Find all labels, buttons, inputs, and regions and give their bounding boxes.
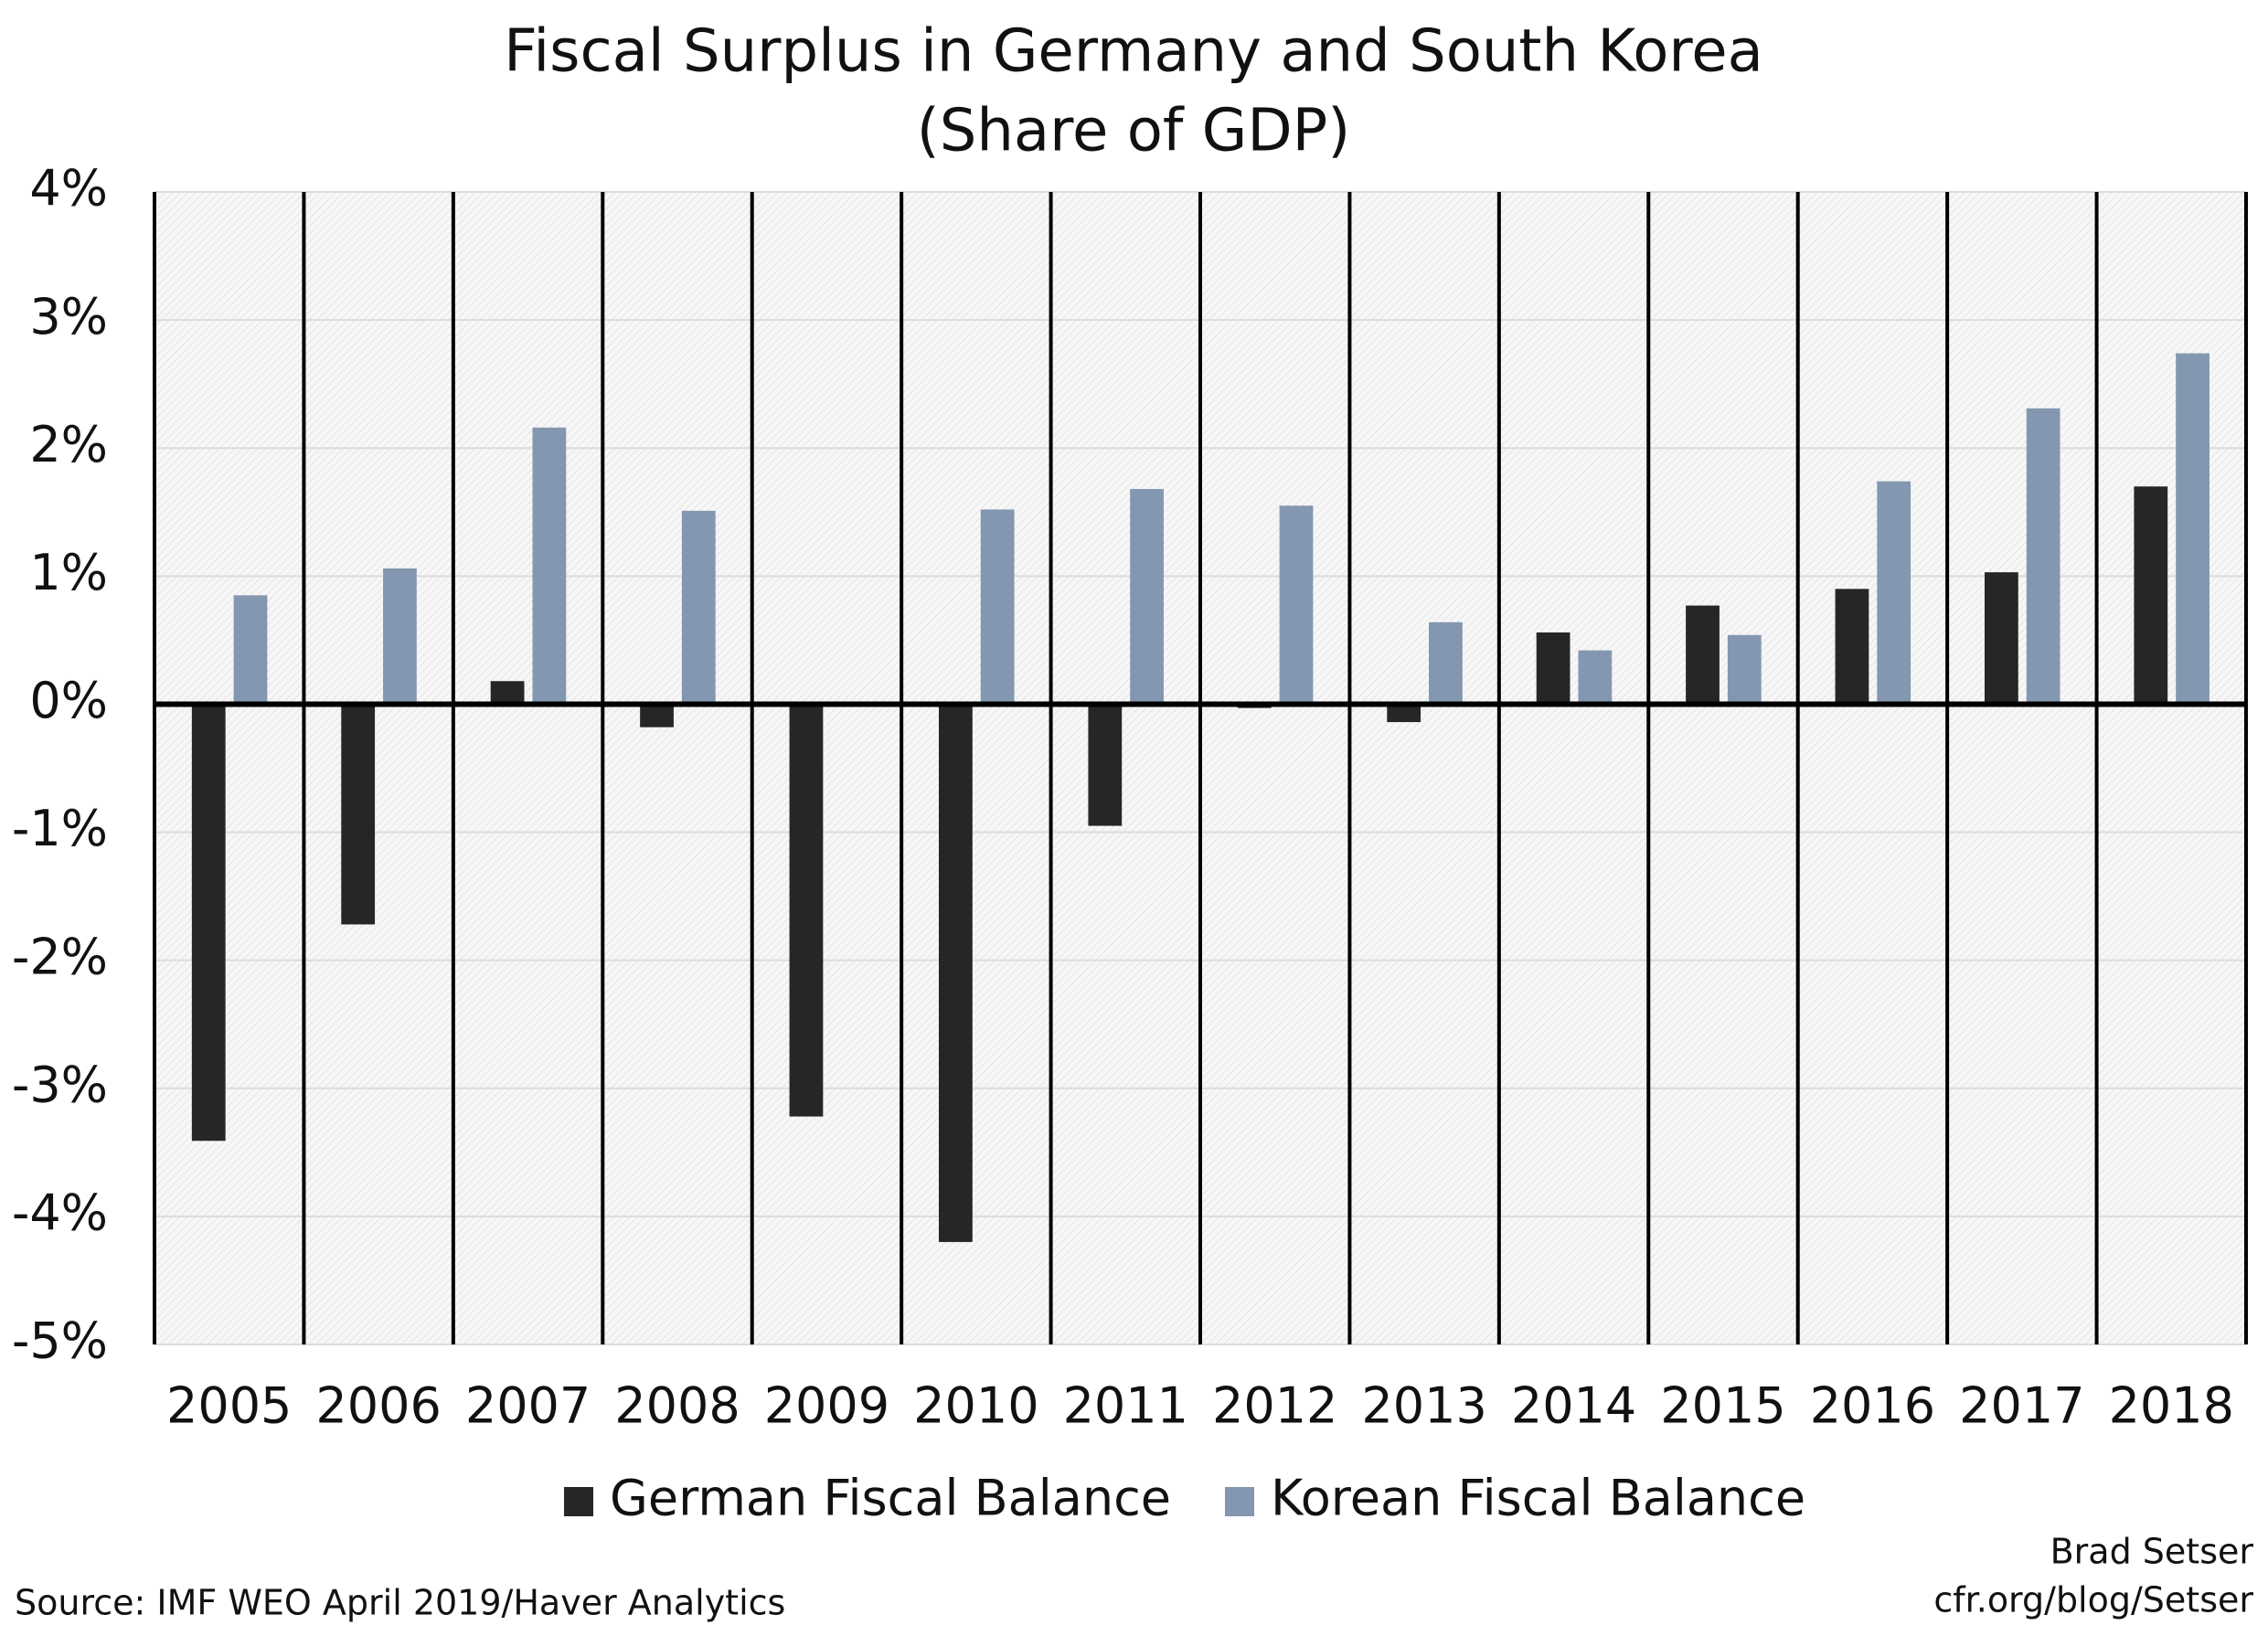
bar: [2176, 353, 2209, 705]
y-tick-label: -5%: [12, 1312, 108, 1370]
credit: cfr.org/blog/Setser: [1933, 1580, 2253, 1620]
y-tick-label: -4%: [12, 1185, 108, 1242]
legend-swatch: [564, 1487, 593, 1516]
y-tick-label: -3%: [12, 1056, 108, 1113]
bar: [1279, 505, 1314, 705]
y-tick-label: 3%: [29, 288, 108, 345]
legend-label: German Fiscal Balance: [610, 1470, 1171, 1527]
bar: [1578, 650, 1613, 705]
y-tick-label: 1%: [29, 544, 108, 601]
bar: [1387, 704, 1421, 723]
x-tick-label: 2011: [1063, 1377, 1188, 1435]
bar: [1536, 632, 1571, 705]
x-tick-label: 2016: [1810, 1377, 1935, 1435]
bar: [532, 427, 567, 705]
bar: [191, 704, 226, 1142]
bar: [2026, 408, 2060, 705]
x-tick-label: 2005: [166, 1377, 292, 1435]
chart-subtitle: (Share of GDP): [917, 98, 1350, 165]
bar: [681, 510, 716, 705]
y-tick-label: -2%: [12, 928, 108, 985]
bar: [233, 595, 268, 705]
bar: [1088, 704, 1123, 826]
x-tick-label: 2012: [1212, 1377, 1337, 1435]
x-tick-label: 2010: [913, 1377, 1038, 1435]
source-note: Source: IMF WEO April 2019/Haver Analyti…: [15, 1583, 785, 1623]
bar: [1429, 621, 1463, 705]
bar: [383, 568, 417, 705]
legend-label: Korean Fiscal Balance: [1271, 1470, 1805, 1527]
chart-title: Fiscal Surplus in Germany and South Kore…: [504, 18, 1763, 86]
x-tick-label: 2014: [1511, 1377, 1636, 1435]
x-tick-label: 2013: [1361, 1377, 1486, 1435]
bar: [1686, 605, 1720, 705]
bar: [341, 704, 376, 925]
bar: [1130, 489, 1164, 705]
x-tick-label: 2015: [1660, 1377, 1785, 1435]
x-tick-label: 2006: [315, 1377, 441, 1435]
y-tick-label: -1%: [12, 800, 108, 857]
y-tick-label: 4%: [29, 160, 108, 218]
bar: [939, 704, 973, 1242]
bar: [980, 509, 1015, 705]
bar: [1877, 481, 1911, 705]
x-tick-label: 2008: [614, 1377, 740, 1435]
x-tick-label: 2007: [465, 1377, 591, 1435]
y-tick-label: 2%: [29, 416, 108, 473]
bar: [490, 681, 525, 705]
credit: Brad Setser: [2050, 1532, 2254, 1572]
bar: [640, 704, 674, 728]
y-tick-label: 0%: [29, 672, 108, 729]
bar: [1727, 634, 1762, 705]
bar: [1985, 572, 2018, 705]
legend-swatch: [1225, 1487, 1254, 1516]
bar: [2134, 486, 2168, 705]
x-tick-label: 2017: [1959, 1377, 2084, 1435]
x-tick-label: 2018: [2109, 1377, 2234, 1435]
bar: [789, 704, 824, 1117]
bar: [1835, 589, 1869, 705]
x-tick-label: 2009: [764, 1377, 889, 1435]
